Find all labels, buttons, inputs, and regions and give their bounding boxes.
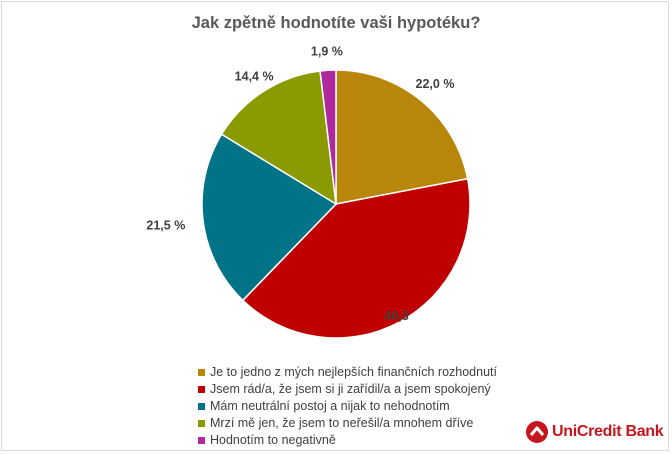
legend-item: Hodnotím to negativně	[198, 432, 497, 449]
data-label: 21,5 %	[146, 219, 185, 233]
data-label: 40,3	[384, 309, 408, 323]
legend-label: Hodnotím to negativně	[210, 433, 336, 447]
pie-slice	[201, 133, 338, 302]
legend-item: Mám neutrální postoj a nijak to nehodnot…	[198, 398, 497, 415]
legend-item: Jsem rád/a, že jsem si ji zařídil/a a js…	[198, 381, 497, 398]
legend-item: Je to jedno z mých nejlepších finančních…	[198, 364, 497, 381]
pie-slice	[241, 177, 471, 339]
legend-swatch	[198, 369, 205, 376]
unicredit-logo-icon	[526, 421, 548, 443]
chart-title: Jak zpětně hodnotíte vaši hypotéku?	[191, 14, 481, 32]
legend-label: Je to jedno z mých nejlepších finančních…	[210, 365, 497, 379]
chart-legend: Je to jedno z mých nejlepších finančních…	[198, 364, 497, 449]
pie-slice	[319, 69, 337, 205]
brand-name: UniCredit Bank	[552, 423, 664, 440]
legend-swatch	[198, 437, 205, 444]
data-label: 1,9 %	[311, 45, 343, 59]
legend-item: Mrzí mě jen, že jsem to neřešil/a mnohem…	[198, 415, 497, 432]
legend-label: Jsem rád/a, že jsem si ji zařídil/a a js…	[210, 382, 491, 396]
legend-swatch	[198, 403, 205, 410]
legend-label: Mám neutrální postoj a nijak to nehodnot…	[210, 399, 450, 413]
data-label: 14,4 %	[235, 70, 274, 84]
legend-swatch	[198, 420, 205, 427]
data-label: 22,0 %	[416, 77, 455, 91]
legend-swatch	[198, 386, 205, 393]
pie-slice	[220, 70, 337, 206]
legend-label: Mrzí mě jen, že jsem to neřešil/a mnohem…	[210, 416, 474, 430]
unicredit-logo: UniCredit Bank	[525, 420, 664, 444]
pie-slice	[335, 69, 469, 205]
